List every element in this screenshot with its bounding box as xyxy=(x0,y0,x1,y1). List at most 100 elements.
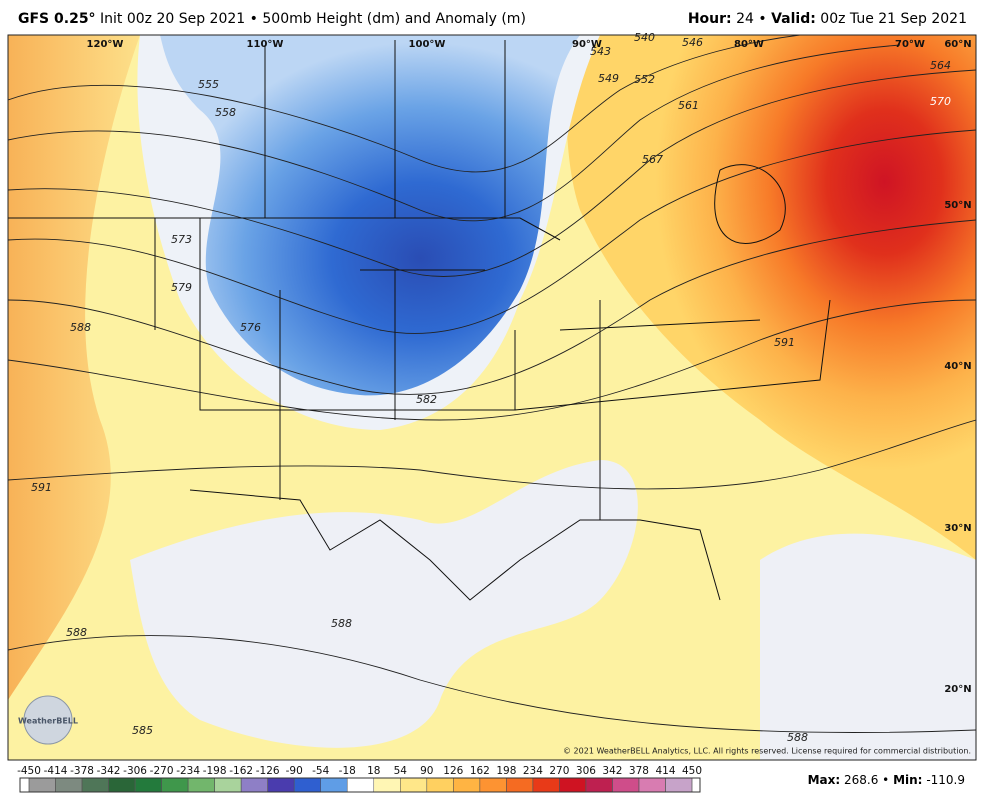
header-left: GFS 0.25° Init 00z 20 Sep 2021 • 500mb H… xyxy=(18,11,526,27)
credit: © 2021 WeatherBELL Analytics, LLC. All r… xyxy=(563,747,971,756)
contour-label: 552 xyxy=(634,73,655,86)
colorbar-segment xyxy=(293,777,321,793)
colorbar-tick-label: 126 xyxy=(443,765,463,777)
colorbar-tick-label: 414 xyxy=(655,765,675,777)
contour-label: 549 xyxy=(598,72,619,85)
colorbar-segment xyxy=(55,777,83,793)
colorbar-segment xyxy=(638,777,666,793)
hour-label: Hour: xyxy=(688,11,732,27)
min-label: Min: xyxy=(893,773,922,787)
lon-label: 110°W xyxy=(247,39,284,50)
contour-label: 558 xyxy=(215,106,236,119)
contour-label: 543 xyxy=(590,45,611,58)
east-anomaly xyxy=(560,35,976,560)
colorbar-segment xyxy=(267,777,295,793)
contour-label: 555 xyxy=(198,78,219,91)
colorbar-segment xyxy=(479,777,507,793)
logo: WeatherBELL xyxy=(18,695,78,745)
contour-label: 588 xyxy=(66,626,87,639)
colorbar-tick-label: 270 xyxy=(549,765,569,777)
min-value: -110.9 xyxy=(926,773,965,787)
colorbar-frame xyxy=(19,777,701,793)
colorbar-tick-label: 54 xyxy=(394,765,408,777)
lon-labels: 120°W 110°W 100°W 90°W 80°W 70°W xyxy=(87,39,925,50)
colorbar-segment xyxy=(187,777,215,793)
max-value: 268.6 xyxy=(844,773,878,787)
colorbar-segment xyxy=(28,777,56,793)
hour: 24 xyxy=(736,11,754,27)
contour-label: 591 xyxy=(774,336,795,349)
contour-label: 573 xyxy=(171,233,192,246)
contour-label: 588 xyxy=(331,617,352,630)
contour-label: 564 xyxy=(930,59,951,72)
colorbar-segment xyxy=(665,777,693,793)
borders xyxy=(8,40,831,601)
colorbar-segment xyxy=(400,777,428,793)
colorbar-segment xyxy=(320,777,348,793)
separator: • xyxy=(758,11,766,27)
colorbar-segment xyxy=(240,777,268,793)
lat-labels: 60°N 50°N 40°N 30°N 20°N xyxy=(944,39,971,695)
lat-label: 30°N xyxy=(944,523,971,534)
colorbar-segment xyxy=(532,777,560,793)
colorbar-tick-label: -162 xyxy=(229,765,253,777)
lon-label: 70°W xyxy=(895,39,925,50)
contour-label: 540 xyxy=(634,31,655,44)
separator: • xyxy=(250,11,258,27)
colorbar-segment xyxy=(214,777,242,793)
colorbar-tick-label: 18 xyxy=(367,765,380,777)
product: 500mb Height (dm) and Anomaly (m) xyxy=(262,11,526,27)
colorbar-segment xyxy=(612,777,640,793)
contour-label: 567 xyxy=(642,153,663,166)
colorbar: -450 -414 -378 -342 -306 -270 -234 -198 -162 -126… xyxy=(17,765,702,793)
logo-badge xyxy=(23,695,73,745)
colorbar-tick-label: -54 xyxy=(312,765,329,777)
model: GFS 0.25° xyxy=(18,11,96,27)
colorbar-segment xyxy=(506,777,534,793)
colorbar-segment xyxy=(373,777,401,793)
contour-label: 576 xyxy=(240,321,261,334)
lon-label: 100°W xyxy=(409,39,446,50)
map xyxy=(8,35,976,760)
max-label: Max: xyxy=(808,773,841,787)
contour-label: 585 xyxy=(132,724,153,737)
contours xyxy=(8,35,976,733)
colorbar-segment xyxy=(161,777,189,793)
colorbar-tick-label: 342 xyxy=(602,765,622,777)
lon-label: 120°W xyxy=(87,39,124,50)
mexico-neutral xyxy=(130,460,638,748)
colorbar-segment xyxy=(559,777,587,793)
header-right: Hour: 24 • Valid: 00z Tue 21 Sep 2021 xyxy=(688,11,967,27)
contour-label: 561 xyxy=(678,99,699,112)
colorbar-segment xyxy=(108,777,136,793)
contour-label: 546 xyxy=(682,36,703,49)
lat-label: 50°N xyxy=(944,200,971,211)
colorbar-tick-label: -126 xyxy=(256,765,280,777)
valid-time: 00z Tue 21 Sep 2021 xyxy=(820,11,967,27)
colorbar-segment xyxy=(585,777,613,793)
colorbar-tick-label: -450 xyxy=(17,765,41,777)
colorbar-tick-label: 198 xyxy=(496,765,516,777)
valid-label: Valid: xyxy=(771,11,816,27)
west-anomaly xyxy=(8,35,140,700)
colorbar-segment xyxy=(453,777,481,793)
colorbar-tick-label: -90 xyxy=(286,765,303,777)
contour-labels: 540 543 546 549 552 555 558 561 564 567 … xyxy=(31,31,951,744)
colorbar-segment xyxy=(81,777,109,793)
colorbar-tick-label: 162 xyxy=(470,765,490,777)
map-frame xyxy=(7,34,977,761)
colorbar-segment xyxy=(346,777,375,793)
footer-stats: Max: 268.6 • Min: -110.9 xyxy=(808,773,965,787)
colorbar-tick-label: -414 xyxy=(44,765,68,777)
colorbar-tick-label: 378 xyxy=(629,765,649,777)
colorbar-tick-label: -306 xyxy=(123,765,147,777)
logo-text: WeatherBELL xyxy=(18,717,78,726)
atlantic-neutral xyxy=(760,533,976,760)
colorbar-tick-label: -342 xyxy=(97,765,121,777)
lat-label: 20°N xyxy=(944,684,971,695)
colorbar-tick-label: 450 xyxy=(682,765,702,777)
contour-label: 579 xyxy=(171,281,192,294)
lat-label: 40°N xyxy=(944,361,971,372)
colorbar-segment xyxy=(134,777,162,793)
